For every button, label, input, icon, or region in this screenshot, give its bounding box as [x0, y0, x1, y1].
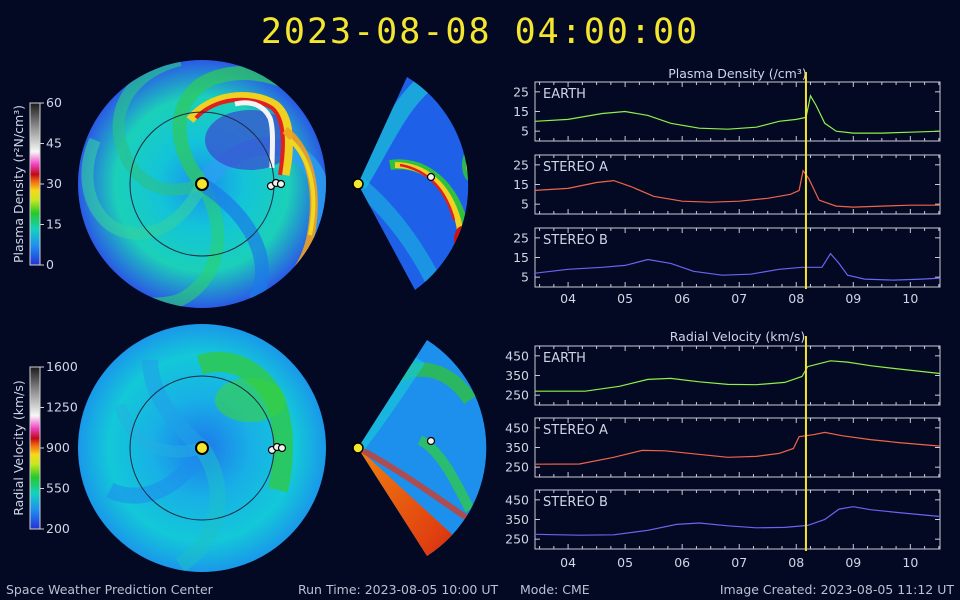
- colorbar-tick-label: 60: [46, 95, 62, 110]
- series-line: [534, 252, 941, 281]
- panel-label: STEREO B: [543, 495, 608, 510]
- panel-label: STEREO A: [543, 160, 608, 175]
- chart-title: Radial Velocity (km/s): [670, 329, 806, 344]
- panel-label: EARTH: [543, 87, 586, 102]
- y-tick-label: 350: [505, 440, 529, 455]
- velocity-colorbar: 200 550 900 1250 1600 Radial Velocity (km/s): [11, 359, 78, 536]
- x-tick-label: 04: [560, 555, 576, 570]
- y-tick-label: 450: [505, 420, 529, 435]
- x-tick-label: 10: [902, 291, 918, 306]
- x-tick-label: 07: [731, 555, 747, 570]
- velocity-equatorial-map: [78, 324, 326, 572]
- plasma-density-timeseries: Plasma Density (/cm³) 5 15 25 EARTH 5 15 25 STER…: [513, 66, 941, 306]
- footer-mode: Mode: CME: [520, 582, 590, 597]
- density-colorbar-label: Plasma Density (r²N/cm³): [11, 105, 26, 263]
- colorbar-tick-label: 900: [46, 440, 70, 455]
- footer-image-created: Image Created: 2023-08-05 11:12 UT: [719, 582, 954, 597]
- colorbar-tick-label: 1600: [46, 359, 78, 374]
- colorbar-tick-label: 30: [46, 176, 62, 191]
- panel-earth: 5 15 25 EARTH: [513, 81, 941, 142]
- colorbar-tick-label: 550: [46, 481, 70, 496]
- colorbar-tick-label: 1250: [46, 400, 78, 415]
- radial-velocity-timeseries: Radial Velocity (km/s) 250 350 450 EARTH 250 3…: [505, 329, 941, 570]
- panel-stereo-b: 5 15 25 STEREO B: [513, 227, 941, 288]
- y-tick-label: 15: [513, 250, 529, 265]
- x-tick-label: 05: [617, 555, 633, 570]
- colorbar-tick-label: 45: [46, 136, 62, 151]
- x-tick-label: 07: [731, 291, 747, 306]
- series-line: [534, 169, 940, 208]
- x-tick-label: 09: [845, 291, 861, 306]
- series-line: [534, 94, 941, 134]
- x-tick-label: 09: [845, 555, 861, 570]
- y-tick-label: 250: [505, 532, 529, 547]
- y-tick-label: 25: [513, 157, 529, 172]
- footer-run-time: Run Time: 2023-08-05 10:00 UT: [298, 582, 499, 597]
- x-tick-label: 05: [617, 291, 633, 306]
- velocity-colorbar-label: Radial Velocity (km/s): [11, 380, 26, 516]
- x-tick-label: 08: [788, 291, 804, 306]
- series-line: [534, 431, 941, 465]
- series-line: [535, 360, 941, 392]
- panel-label: STEREO B: [543, 233, 608, 248]
- y-tick-label: 250: [505, 460, 529, 475]
- x-tick-label: 04: [560, 291, 576, 306]
- x-tick-label: 10: [902, 555, 918, 570]
- y-tick-label: 5: [521, 197, 529, 212]
- density-equatorial-map: [78, 60, 326, 308]
- y-tick-label: 350: [505, 512, 529, 527]
- y-tick-label: 25: [513, 84, 529, 99]
- panel-label: EARTH: [543, 351, 586, 366]
- velocity-meridional-map: [352, 340, 487, 556]
- chart-title: Plasma Density (/cm³): [668, 66, 807, 81]
- colorbar-tick-label: 0: [46, 257, 54, 272]
- density-meridional-map: [352, 77, 469, 290]
- y-tick-label: 5: [521, 270, 529, 285]
- footer-org: Space Weather Prediction Center: [6, 582, 213, 597]
- density-colorbar: 0 15 30 45 60 Plasma Density (r²N/cm³): [11, 95, 62, 272]
- y-tick-label: 350: [505, 368, 529, 383]
- y-tick-label: 450: [505, 492, 529, 507]
- panel-stereo-a: 5 15 25 STEREO A: [513, 154, 941, 215]
- y-tick-label: 25: [513, 230, 529, 245]
- x-tick-label: 06: [674, 291, 690, 306]
- colorbar-tick-label: 15: [46, 217, 62, 232]
- panel-label: STEREO A: [543, 423, 608, 438]
- panel-earth: 250 350 450 EARTH: [505, 345, 941, 406]
- y-tick-label: 450: [505, 348, 529, 363]
- y-tick-label: 15: [513, 104, 529, 119]
- y-tick-label: 15: [513, 177, 529, 192]
- x-tick-label: 08: [788, 555, 804, 570]
- x-tick-label: 06: [674, 555, 690, 570]
- model-datetime: 2023-08-08 04:00:00: [260, 12, 700, 52]
- series-line: [534, 506, 941, 536]
- colorbar-tick-label: 200: [46, 521, 70, 536]
- y-tick-label: 5: [521, 124, 529, 139]
- panel-stereo-a: 250 350 450 STEREO A: [505, 417, 941, 478]
- y-tick-label: 250: [505, 388, 529, 403]
- panel-stereo-b: 250 350 450 STEREO B: [505, 489, 941, 550]
